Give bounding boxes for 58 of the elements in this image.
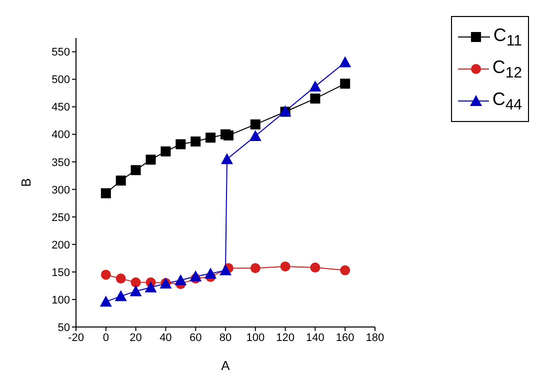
y-tick-label: 450 [52,102,70,114]
point [130,285,142,296]
y-tick-label: 200 [52,239,70,252]
legend-label: C$_{11}$ [493,24,522,50]
y-tick-label: 400 [52,129,70,142]
y-tick-label: 350 [52,156,70,169]
point [114,290,127,302]
point [100,188,111,198]
x-tick-label: 160 [336,332,354,344]
y-tick-label: 500 [52,74,70,86]
x-tick-label: 20 [130,332,142,344]
x-tick-label: 120 [276,332,294,344]
x-tick-label: 40 [160,332,172,344]
y-tick-label: 50 [58,322,70,334]
y-tick-label: 150 [52,266,70,279]
point [116,274,126,284]
point [339,56,352,68]
point [144,281,157,292]
y-axis-title: B [18,178,34,187]
point [250,263,260,274]
point [250,119,260,130]
legend-label: C$_{44}$ [492,88,522,114]
point [160,146,171,156]
legend-label: C$_{12}$ [492,56,522,82]
point [146,154,156,165]
point [174,274,187,286]
x-tick-label: 60 [189,332,202,344]
y-tick-label: 100 [52,294,70,306]
point [190,136,201,146]
point [116,176,126,186]
point [100,296,112,307]
x-tick-label: 100 [246,332,265,344]
x-axis-title: A [221,358,230,373]
point [100,270,111,280]
point [249,130,262,141]
point [310,94,320,104]
x-tick-label: 140 [306,332,324,344]
y-tick-label: 300 [52,184,70,196]
y-tick-label: 250 [52,212,70,224]
point [223,130,234,140]
y-tick-label: 550 [52,46,70,59]
point [220,153,233,164]
x-tick-label: 180 [366,332,384,344]
point [130,165,141,176]
point [190,270,202,282]
x-tick-label: 80 [219,332,232,344]
point [340,78,350,89]
point [280,261,290,272]
point [310,262,320,273]
point [176,139,186,150]
point [206,132,216,143]
x-tick-label: -20 [68,332,84,344]
point [220,264,232,276]
point [309,80,322,92]
point [204,268,217,279]
point [340,265,350,276]
x-tick-label: 0 [102,332,109,344]
point [130,277,141,288]
